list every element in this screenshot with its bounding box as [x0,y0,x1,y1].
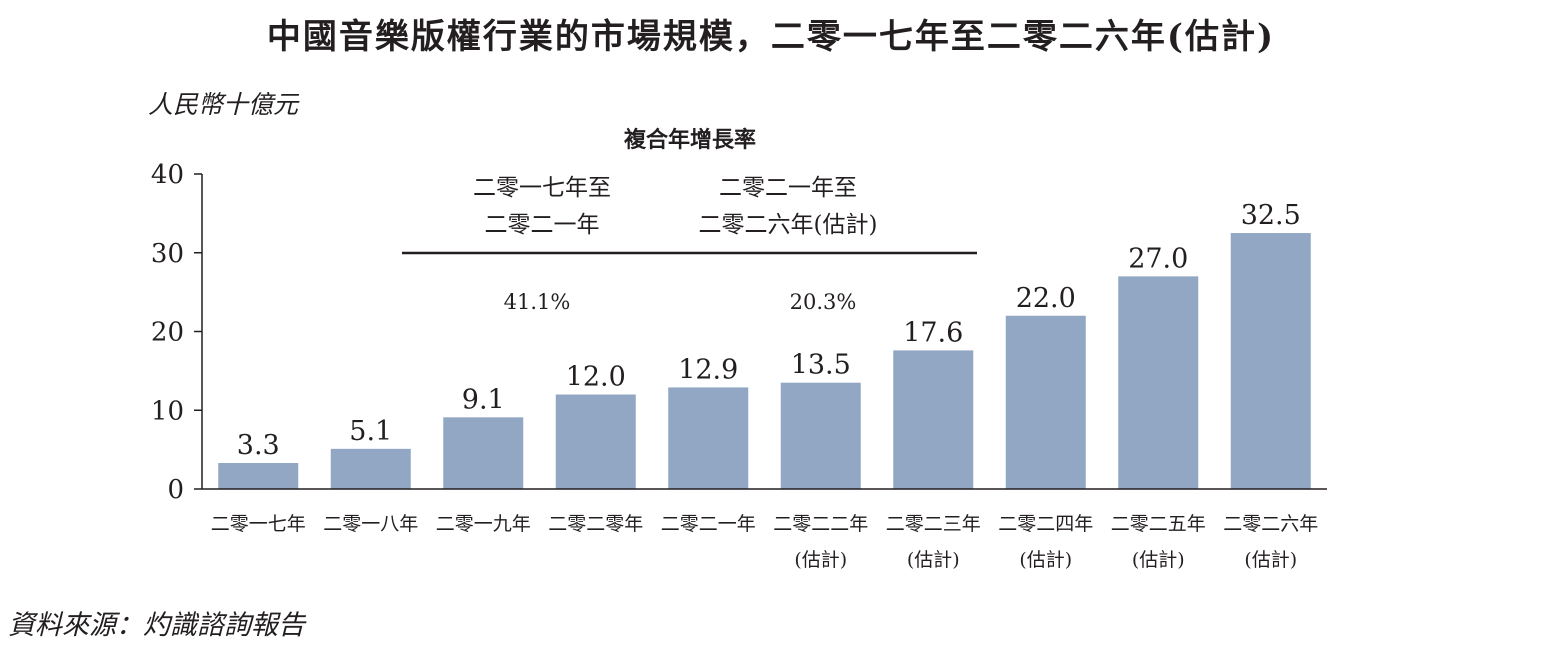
x-category-sublabel: (估計) [907,549,960,571]
y-tick-label: 0 [167,475,184,505]
unit-label: 人民幣十億元 [148,90,300,119]
cagr-rate-2: 20.3% [790,290,857,314]
x-category-label: 二零二三年 [886,513,981,535]
x-category-sublabel: (估計) [1019,549,1072,571]
chart-title: 中國音樂版權行業的市場規模，二零一七年至二零二六年(估計) [267,17,1275,57]
bar [893,350,974,489]
cagr-period-2-line1: 二零二一年至 [719,175,857,201]
x-category-label: 二零二零年 [548,513,643,535]
x-category-label: 二零二五年 [1111,513,1206,535]
bar [330,448,411,489]
bar [555,394,636,489]
cagr-header: 複合年增長率 [624,127,756,153]
bar-value-label: 12.9 [678,354,738,385]
y-tick-label: 40 [151,160,184,190]
bar-value-label: 17.6 [903,317,963,348]
bar [1230,233,1311,489]
cagr-period-2-line2: 二零二六年(估計) [699,212,878,238]
y-tick-label: 30 [151,239,184,269]
bar-value-label: 13.5 [791,350,851,381]
bar-value-label: 3.3 [237,430,280,461]
bar [668,387,749,489]
x-category-label: 二零二二年 [773,513,868,535]
cagr-period-1-line1: 二零一七年至 [473,175,611,201]
x-category-label: 二零二四年 [998,513,1093,535]
bar-value-label: 27.0 [1128,243,1188,274]
cagr-rate-1: 41.1% [504,290,571,314]
y-tick-label: 10 [151,396,184,426]
bar [1118,276,1199,489]
bar-value-label: 5.1 [349,416,392,447]
source-note: 資料來源：灼識諮詢報告 [8,610,307,641]
x-category-label: 二零二一年 [661,513,756,535]
bar [780,382,861,489]
x-category-label: 二零一七年 [211,513,306,535]
bar-value-label: 22.0 [1016,283,1076,314]
cagr-period-1-line2: 二零二一年 [485,212,600,238]
y-tick-label: 20 [151,318,184,348]
x-category-label: 二零一八年 [323,513,418,535]
plot-area: 0 10 20 30 40 3.3 二零一七年 5.1 二零一八年 9.1 二零一九年 12.0 二零二… [151,160,1327,571]
x-category-sublabel: (估計) [794,549,847,571]
x-category-label: 二零二六年 [1223,513,1318,535]
bar-value-label: 12.0 [566,362,626,393]
bar [218,463,299,489]
bar [1005,315,1086,489]
x-category-label: 二零一九年 [436,513,531,535]
bar-value-label: 9.1 [462,384,505,415]
x-category-sublabel: (估計) [1244,549,1297,571]
x-category-sublabel: (估計) [1132,549,1185,571]
bar [443,417,524,489]
bar-value-label: 32.5 [1241,200,1301,231]
